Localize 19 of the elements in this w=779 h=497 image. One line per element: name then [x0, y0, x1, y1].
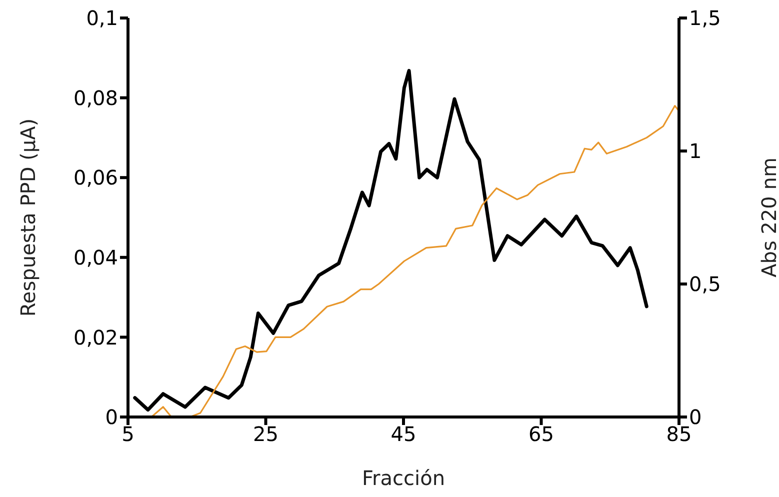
y2-tick-label: 1,5: [689, 6, 721, 30]
y-tick-label: 0,04: [73, 246, 118, 270]
x-tick-label: 45: [390, 422, 416, 446]
y2-tick-label: 0: [689, 405, 702, 430]
y2-axis-title: Abs 220 nm: [757, 158, 779, 278]
y-tick-label: 0,1: [86, 6, 118, 30]
y-tick-label: 0,02: [73, 325, 118, 350]
x-tick-label: 65: [528, 422, 554, 446]
y2-tick-label: 0,5: [689, 272, 721, 296]
y-tick-label: 0: [105, 405, 118, 430]
line-series: [133, 68, 648, 412]
y-tick-label: 0,06: [73, 166, 118, 190]
y2-tick-label: 1: [689, 139, 702, 164]
x-tick-label: 25: [253, 422, 278, 446]
y-tick-label: 0,08: [73, 86, 118, 110]
x-tick-label: 85: [666, 422, 692, 446]
x-tick-label: 5: [122, 422, 134, 446]
y-axis-title: Respuesta PPD (µA): [16, 118, 40, 317]
x-axis-title: Fracción: [362, 466, 445, 490]
